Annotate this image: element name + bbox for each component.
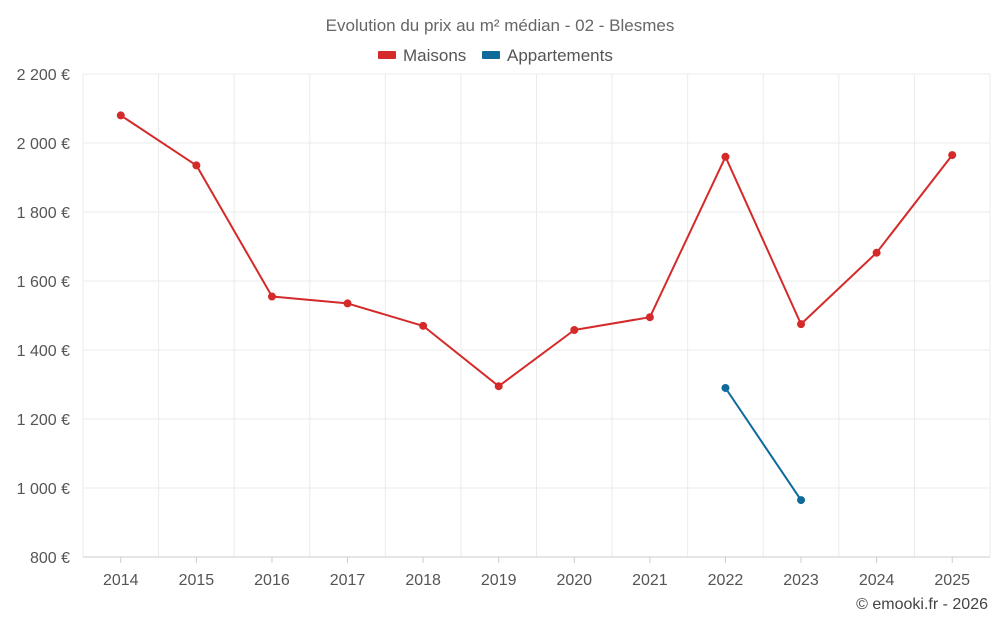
x-tick-label: 2021 <box>632 572 668 589</box>
x-tick-label: 2022 <box>708 572 744 589</box>
data-point-maisons-2020[interactable] <box>570 325 579 334</box>
x-tick-label: 2019 <box>481 572 517 589</box>
legend-item-maisons[interactable]: Maisons <box>378 46 466 65</box>
y-axis: 800 € 1 000 € 1 200 € 1 400 € 1 600 € 1 800 €… <box>17 67 70 567</box>
grid <box>82 73 991 557</box>
y-tick-label: 1 400 € <box>17 343 70 360</box>
x-tick-label: 2024 <box>859 572 895 589</box>
y-tick-label: 2 200 € <box>17 67 70 84</box>
x-axis: 2014 2015 2016 2017 2018 2019 2020 2021 2022 2023… <box>83 556 990 589</box>
series-maisons <box>116 111 957 391</box>
x-tick-label: 2018 <box>405 572 441 589</box>
legend: Maisons Appartements <box>378 46 613 65</box>
legend-swatch-maisons <box>378 51 396 59</box>
data-point-maisons-2023[interactable] <box>797 320 806 329</box>
y-tick-label: 1 600 € <box>17 274 70 291</box>
data-point-maisons-2016[interactable] <box>267 292 276 301</box>
y-tick-label: 800 € <box>30 550 70 567</box>
data-point-maisons-2014[interactable] <box>116 111 125 120</box>
data-point-maisons-2017[interactable] <box>343 299 352 308</box>
credit-text: © emooki.fr - 2026 <box>856 596 988 613</box>
y-tick-label: 2 000 € <box>17 136 70 153</box>
series-appartements <box>721 383 806 505</box>
x-tick-label: 2016 <box>254 572 290 589</box>
y-tick-label: 1 800 € <box>17 205 70 222</box>
data-point-appartements-2022[interactable] <box>721 383 730 392</box>
y-tick-label: 1 000 € <box>17 481 70 498</box>
data-point-appartements-2023[interactable] <box>797 496 806 505</box>
x-tick-label: 2014 <box>103 572 139 589</box>
legend-label-appartements: Appartements <box>507 46 613 65</box>
data-point-maisons-2021[interactable] <box>645 313 654 322</box>
y-tick-label: 1 200 € <box>17 412 70 429</box>
x-tick-label: 2017 <box>330 572 366 589</box>
data-point-maisons-2019[interactable] <box>494 382 503 391</box>
chart-title: Evolution du prix au m² médian - 02 - Bl… <box>326 16 675 35</box>
data-point-maisons-2025[interactable] <box>948 151 957 160</box>
legend-swatch-appartements <box>482 51 500 59</box>
legend-label-maisons: Maisons <box>403 46 466 65</box>
series-layer <box>116 111 957 505</box>
data-point-maisons-2022[interactable] <box>721 152 730 161</box>
legend-item-appartements[interactable]: Appartements <box>482 46 613 65</box>
data-point-maisons-2024[interactable] <box>872 248 881 257</box>
data-point-maisons-2015[interactable] <box>192 161 201 170</box>
x-tick-label: 2020 <box>556 572 592 589</box>
x-tick-label: 2023 <box>783 572 819 589</box>
x-tick-label: 2015 <box>179 572 215 589</box>
series-line-maisons <box>120 114 953 388</box>
x-tick-label: 2025 <box>934 572 970 589</box>
data-point-maisons-2018[interactable] <box>419 321 428 330</box>
series-line-appartements <box>724 387 802 501</box>
